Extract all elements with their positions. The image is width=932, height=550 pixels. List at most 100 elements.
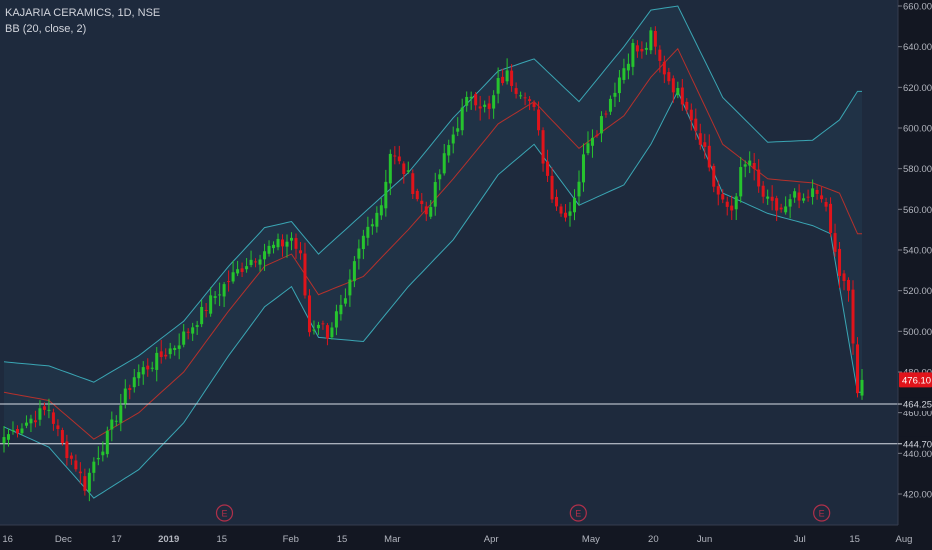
candle [294,233,298,259]
candle [613,82,617,107]
bollinger-lower-band [3,90,862,499]
candle [779,203,783,213]
candle-body [860,379,864,396]
candle [550,167,554,203]
candle [757,159,761,193]
candle-body [204,310,208,312]
bollinger-upper-band [3,5,862,383]
candle-body [20,428,24,434]
candle-body [195,325,199,327]
candle [451,126,455,154]
candle [667,67,671,85]
candle [528,96,532,111]
candle-body [523,97,527,99]
indicator-title[interactable]: BB (20, close, 2) [5,23,87,35]
candle [676,81,680,99]
candle [559,203,563,217]
candle-body [298,250,302,254]
candle [11,421,15,435]
candle [694,108,698,140]
candle [92,457,96,482]
candle-body [258,259,262,265]
candle-body [501,76,505,84]
earnings-marker-label: E [819,509,825,519]
candle [348,269,352,307]
candle [42,402,46,416]
candle-body [348,279,352,296]
candle-body [370,224,374,227]
candle [689,103,693,131]
candle-body [483,104,487,107]
candle-body [334,311,338,328]
candle-body [748,160,752,166]
candle-body [69,455,73,459]
candle [123,379,127,409]
candle-body [343,298,347,304]
candle [433,172,437,216]
symbol-title[interactable]: KAJARIA CERAMICS, 1D, NSE [5,7,161,19]
time-tick-label: 2019 [158,534,179,545]
candle [316,321,320,335]
candle-body [775,198,779,211]
candle-body [797,192,801,201]
candle [842,270,846,291]
price-tick-label: 600.00 [903,124,932,135]
price-tick-label: 460.00 [903,408,932,419]
candle [249,250,253,268]
candle [114,415,118,427]
last-price-badge[interactable] [899,372,932,388]
candle [716,180,720,206]
candle-body [698,133,702,145]
candle [838,242,842,288]
candle [685,98,689,114]
candle [784,196,788,215]
candle [420,193,424,213]
candle [815,185,819,200]
candle-body [272,244,276,249]
candle [231,260,235,284]
price-tick-label: 660.00 [903,2,932,13]
candle-body [802,198,806,201]
candle [33,410,37,428]
candle-body [87,472,91,492]
level-label-box [899,436,931,451]
earnings-marker[interactable] [569,504,587,522]
candle-body [577,181,581,197]
candle [375,206,379,233]
candle-body [707,145,711,168]
earnings-marker[interactable] [813,504,831,522]
earnings-marker[interactable] [215,504,234,522]
candle [168,342,172,359]
candle [712,163,716,193]
candle [820,187,824,203]
candle [146,358,150,377]
candle-body [2,437,6,444]
candle [541,127,545,172]
candle [312,320,316,335]
candle [770,185,774,211]
bollinger-band-fill [4,6,862,499]
candle-body [694,118,698,131]
candle-body [752,162,756,169]
candle [285,234,289,258]
time-tick-label: 15 [337,534,348,545]
candle [847,277,851,302]
candle-body [784,206,788,213]
candle-body [465,96,469,106]
candle-body [177,345,181,349]
candle-body [626,63,630,71]
candle [631,38,635,76]
time-tick-label: 16 [2,534,13,545]
candle-body [559,206,563,214]
candle [824,197,828,212]
candle [258,254,262,272]
candle [514,82,518,99]
candle-body [564,212,568,218]
candle [6,428,10,447]
candle [2,426,6,453]
candle-body [218,294,222,296]
candle-body [393,155,397,157]
candle-body [29,418,33,424]
